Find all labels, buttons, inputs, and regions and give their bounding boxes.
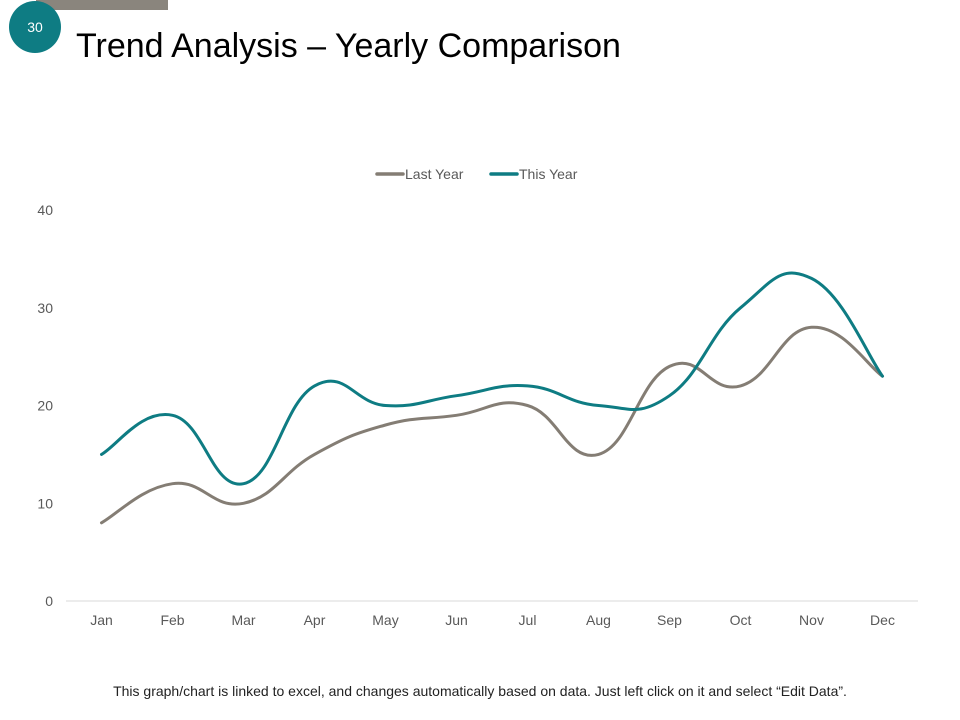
x-tick-label: Sep: [657, 612, 682, 628]
series-line-this-year: [100, 271, 884, 486]
x-tick-label: Oct: [730, 612, 752, 628]
y-tick-label: 0: [45, 593, 53, 609]
x-tick-label: Dec: [870, 612, 895, 628]
legend-label: This Year: [519, 166, 578, 182]
x-tick-label: Aug: [586, 612, 611, 628]
x-tick-label: Nov: [799, 612, 824, 628]
x-tick-label: Feb: [160, 612, 184, 628]
x-tick-label: May: [372, 612, 398, 628]
slide-number: 30: [27, 19, 43, 35]
page-title: Trend Analysis – Yearly Comparison: [76, 27, 621, 65]
legend-label: Last Year: [405, 166, 464, 182]
chart-footnote: This graph/chart is linked to excel, and…: [113, 683, 847, 699]
slide-number-badge: 30: [9, 1, 61, 53]
x-tick-label: Jan: [90, 612, 113, 628]
x-tick-label: Mar: [231, 612, 255, 628]
x-tick-label: Apr: [304, 612, 326, 628]
x-tick-label: Jun: [445, 612, 468, 628]
y-tick-label: 20: [37, 398, 53, 414]
series-line-last-year: [100, 325, 884, 525]
y-tick-label: 40: [37, 202, 53, 218]
y-tick-label: 10: [37, 495, 53, 511]
x-tick-label: Jul: [519, 612, 537, 628]
top-accent-bar: [36, 0, 168, 10]
y-tick-label: 30: [37, 300, 53, 316]
